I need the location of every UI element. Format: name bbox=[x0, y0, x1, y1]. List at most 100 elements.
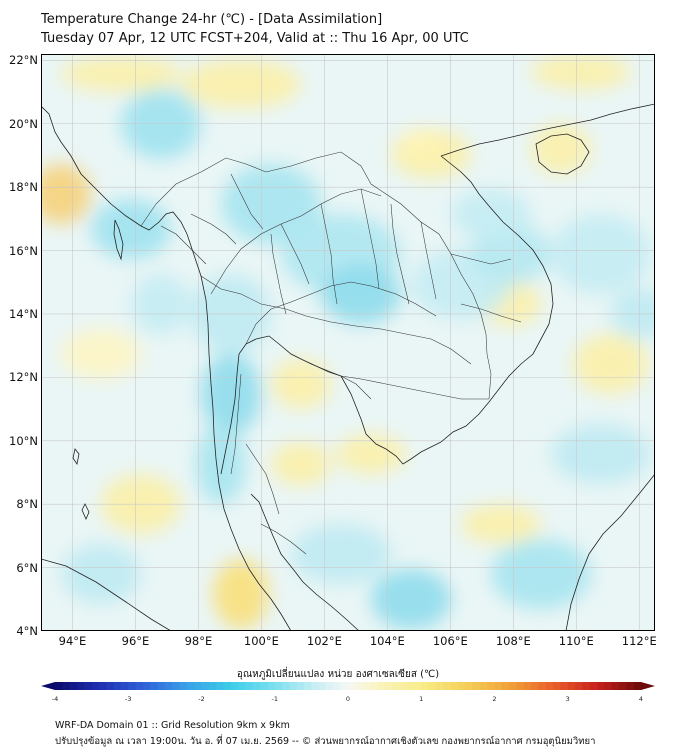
colorbar-cell bbox=[157, 682, 166, 690]
graticule bbox=[41, 54, 655, 631]
colorbar-cell bbox=[150, 682, 158, 690]
colorbar-cell bbox=[611, 682, 620, 690]
lon-tick-label: 110°E bbox=[558, 634, 594, 648]
colorbar-cell bbox=[55, 682, 63, 690]
colorbar-tick-label: -1 bbox=[271, 695, 278, 703]
colorbar-min-extend bbox=[41, 682, 55, 690]
colorbar-cell bbox=[62, 682, 71, 690]
coastlines bbox=[41, 103, 655, 631]
colorbar-cell bbox=[501, 682, 510, 690]
colorbar-cell bbox=[575, 682, 583, 690]
colorbar-cell bbox=[553, 682, 561, 690]
colorbar-cell bbox=[406, 682, 415, 690]
anomaly-blob bbox=[551, 214, 651, 294]
anomaly-blob bbox=[461, 504, 541, 544]
colorbar-cell bbox=[296, 682, 305, 690]
colorbar-tick-label: 4 bbox=[638, 695, 644, 703]
colorbar-cell bbox=[487, 682, 495, 690]
lon-tick-label: 102°E bbox=[306, 634, 342, 648]
colorbar-cell bbox=[523, 682, 532, 690]
colorbar-cell bbox=[545, 682, 554, 690]
model-info: WRF-DA Domain 01 :: Grid Resolution 9km … bbox=[55, 720, 290, 731]
colorbar-tick-label: 2 bbox=[492, 695, 497, 703]
lat-tick-label: 4°N bbox=[16, 624, 38, 638]
colorbar-cell bbox=[201, 682, 210, 690]
anomaly-blob bbox=[531, 54, 631, 90]
lat-tick-label: 14°N bbox=[9, 306, 38, 321]
colorbar-cell bbox=[472, 682, 481, 690]
colorbar-cell bbox=[135, 682, 144, 690]
anomaly-blob bbox=[291, 524, 391, 584]
colorbar-tick-label: -4 bbox=[51, 695, 59, 703]
colorbar-cell bbox=[208, 682, 217, 690]
admin-borders bbox=[140, 151, 522, 555]
anomaly-blob bbox=[491, 539, 591, 609]
lon-tick-label: 104°E bbox=[369, 634, 405, 648]
anomaly-blob bbox=[61, 329, 141, 379]
colorbar-tick-label: -2 bbox=[198, 695, 205, 703]
colorbar-cell bbox=[274, 682, 283, 690]
lat-tick-label: 10°N bbox=[9, 433, 38, 448]
colorbar-cell bbox=[113, 682, 122, 690]
colorbar-cell bbox=[230, 682, 239, 690]
map-panel bbox=[41, 54, 655, 631]
colorbar-tick-label: 3 bbox=[565, 695, 570, 703]
anomaly-blob bbox=[271, 442, 331, 486]
colorbar-cell bbox=[69, 682, 78, 690]
colorbar-cell bbox=[391, 682, 400, 690]
colorbar-cell bbox=[369, 682, 378, 690]
credit-line: ปรับปรุงข้อมูล ณ เวลา 19:00น. วัน อ. ที่… bbox=[55, 736, 596, 747]
lon-tick-label: 96°E bbox=[121, 634, 150, 648]
colorbar-cell bbox=[267, 682, 276, 690]
lat-tick-label: 12°N bbox=[9, 370, 38, 385]
colorbar-cell bbox=[531, 682, 539, 690]
colorbar-cell bbox=[216, 682, 224, 690]
colorbar-cell bbox=[619, 682, 627, 690]
anomaly-blob bbox=[91, 199, 171, 259]
colorbar-cell bbox=[428, 682, 437, 690]
colorbar bbox=[41, 678, 655, 692]
colorbar-title: อุณหภูมิเปลี่ยนแปลง หน่วย องศาเซลเซียส (… bbox=[236, 669, 440, 680]
anomaly-blob bbox=[321, 264, 401, 324]
colorbar-cell bbox=[91, 682, 100, 690]
anomaly-blob bbox=[371, 569, 451, 629]
anomaly-blob bbox=[213, 559, 269, 629]
colorbar-cell bbox=[326, 682, 334, 690]
lat-tick-label: 18°N bbox=[9, 180, 38, 195]
colorbar-cell bbox=[604, 682, 613, 690]
lon-tick-label: 112°E bbox=[621, 634, 657, 648]
colorbar-cell bbox=[84, 682, 93, 690]
colorbar-cell bbox=[435, 682, 444, 690]
colorbar-cell bbox=[399, 682, 407, 690]
colorbar-cell bbox=[333, 682, 342, 690]
colorbar-cell bbox=[384, 682, 393, 690]
colorbar-cell bbox=[494, 682, 503, 690]
colorbar-cell bbox=[509, 682, 517, 690]
anomaly-blob bbox=[221, 164, 321, 244]
anomaly-blob bbox=[401, 129, 441, 159]
lat-tick-label: 20°N bbox=[9, 116, 38, 131]
colorbar-cell bbox=[128, 682, 136, 690]
colorbar-cell bbox=[582, 682, 591, 690]
colorbar-cell bbox=[106, 682, 114, 690]
colorbar-cell bbox=[238, 682, 246, 690]
colorbar-cell bbox=[172, 682, 180, 690]
colorbar-cell bbox=[289, 682, 298, 690]
map-title: Temperature Change 24-hr (℃) - [Data Ass… bbox=[41, 12, 383, 27]
anomaly-blob bbox=[181, 59, 301, 109]
colorbar-cell bbox=[377, 682, 386, 690]
lon-tick-label: 100°E bbox=[243, 634, 279, 648]
colorbar-tick-label: 0 bbox=[345, 695, 351, 703]
lat-tick-label: 6°N bbox=[16, 560, 38, 575]
colorbar-cell bbox=[633, 682, 642, 690]
colorbar-cell bbox=[260, 682, 268, 690]
colorbar-cell bbox=[76, 682, 85, 690]
colorbar-cell bbox=[252, 682, 261, 690]
colorbar-cell bbox=[362, 682, 371, 690]
anomaly-blob bbox=[451, 189, 531, 239]
lat-tick-label: 22°N bbox=[9, 53, 38, 68]
colorbar-cell bbox=[479, 682, 488, 690]
anomaly-blob bbox=[271, 359, 331, 409]
colorbar-cell bbox=[164, 682, 173, 690]
map-subtitle: Tuesday 07 Apr, 12 UTC FCST+204, Valid a… bbox=[41, 31, 469, 46]
